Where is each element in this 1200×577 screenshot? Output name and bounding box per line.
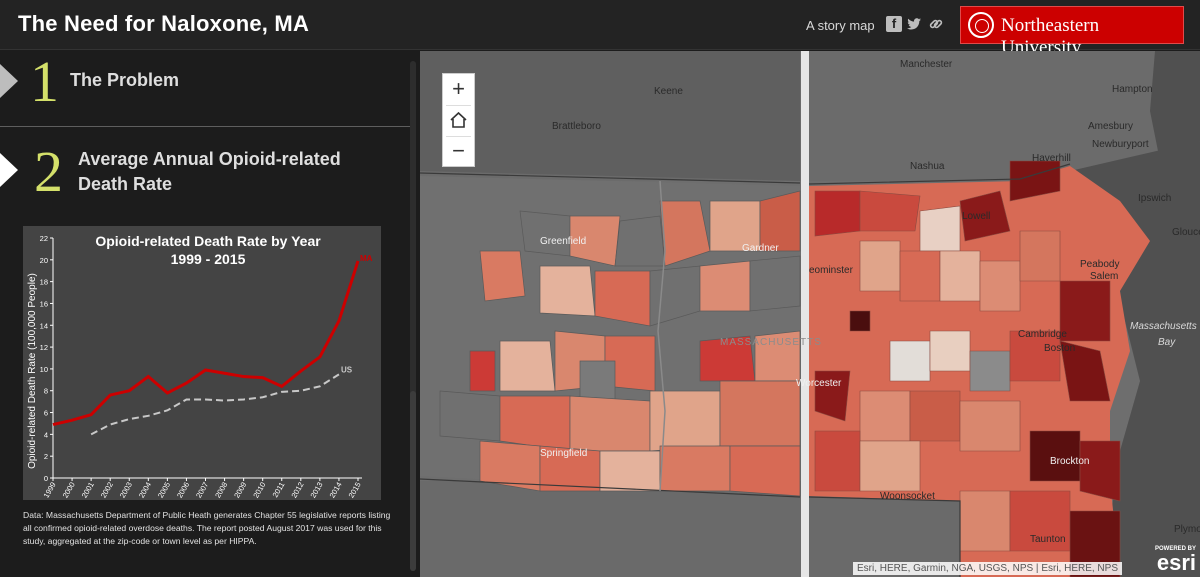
- map-label-worcester: Worcester: [796, 378, 842, 389]
- map-label-peabody: Peabody: [1080, 259, 1120, 270]
- y-tick-label: 18: [40, 278, 48, 287]
- map-label-newburyport: Newburyport: [1092, 139, 1149, 150]
- map-label-ipswich: Ipswich: [1138, 193, 1172, 204]
- x-tick-label: 2004: [137, 481, 153, 500]
- swipe-divider[interactable]: [801, 51, 809, 577]
- x-tick-label: 2006: [175, 481, 191, 500]
- x-tick-label: 2010: [251, 481, 267, 500]
- x-tick-label: 2014: [328, 481, 344, 500]
- map-label-brockton: Brockton: [1050, 456, 1090, 467]
- zoom-out-button[interactable]: −: [452, 138, 465, 163]
- map-canvas[interactable]: [420, 51, 1200, 577]
- death-rate-chart: Opioid-related Death Rate by Year 1999 -…: [23, 226, 381, 500]
- facebook-icon[interactable]: f: [886, 16, 902, 32]
- zoom-control: + −: [442, 73, 475, 167]
- map-label-haverhill: Haverhill: [1032, 153, 1071, 164]
- map-view[interactable]: Manchester Keene Hampton Amesbury Newbur…: [420, 51, 1200, 577]
- section-number: 2: [34, 139, 63, 204]
- map-label-greenfield: Greenfield: [540, 236, 587, 247]
- collapse-arrow-icon: [0, 64, 18, 98]
- university-seal-icon: [968, 12, 994, 38]
- x-tick-label: 2007: [194, 481, 210, 500]
- link-icon[interactable]: [928, 16, 944, 32]
- map-label-nashua: Nashua: [910, 161, 945, 172]
- y-tick-label: 14: [40, 321, 48, 330]
- map-label-brattleboro: Brattleboro: [552, 121, 601, 132]
- y-axis-label: Opioid-related Death Rate (100,000 Peopl…: [27, 273, 38, 469]
- esri-powered-by: POWERED BY: [1154, 546, 1196, 552]
- section-divider: [0, 126, 410, 127]
- series-label-ma: MA: [360, 254, 373, 263]
- x-tick-label: 2009: [232, 481, 248, 500]
- map-label-salem: Salem: [1090, 271, 1119, 282]
- map-label-keene: Keene: [654, 86, 683, 97]
- app-header: The Need for Naloxone, MA A story map f …: [0, 0, 1200, 58]
- home-button[interactable]: [443, 105, 474, 136]
- map-label-cambridge: Cambridge: [1018, 329, 1067, 340]
- expand-arrow-icon: [0, 153, 18, 187]
- section-title: The Problem: [70, 70, 180, 90]
- y-tick-label: 12: [40, 343, 48, 352]
- esri-logo[interactable]: POWERED BY esri: [1154, 546, 1196, 575]
- map-label-bay: Bay: [1158, 337, 1176, 348]
- map-label-boston: Boston: [1044, 343, 1076, 354]
- map-label-springfield: Springfield: [540, 448, 588, 459]
- chart-title: Opioid-related Death Rate by Year: [95, 233, 321, 249]
- series-label-us: US: [341, 365, 353, 374]
- map-label-leominster: eominster: [809, 265, 853, 276]
- chart-svg: Opioid-related Death Rate by Year 1999 -…: [27, 233, 373, 500]
- story-panel: 1 The Problem 2 Average Annual Opioid-re…: [0, 51, 420, 577]
- map-label-amesbury: Amesbury: [1088, 121, 1134, 132]
- story-map-label: A story map: [806, 18, 875, 33]
- section-number: 1: [30, 51, 59, 114]
- map-label-massachusetts-state: MASSACHUSETTS: [720, 337, 822, 348]
- y-tick-label: 6: [44, 409, 48, 418]
- panel-scrollbar[interactable]: [410, 61, 416, 571]
- map-label-massachusetts-bay: Massachusetts: [1130, 321, 1197, 332]
- chart-caption: Data: Massachusetts Department of Public…: [23, 510, 391, 546]
- x-tick-label: 2000: [61, 481, 77, 500]
- x-tick-label: 2005: [156, 481, 172, 500]
- series-line-us: [90, 373, 340, 436]
- x-tick-label: 2011: [271, 481, 287, 499]
- zoom-in-button[interactable]: +: [452, 76, 465, 101]
- home-icon: [450, 111, 467, 128]
- y-tick-label: 20: [40, 256, 48, 265]
- x-tick-label: 2002: [99, 481, 115, 500]
- map-label-plymouth: Plymo: [1174, 524, 1200, 535]
- x-tick-label: 2003: [118, 481, 134, 500]
- y-tick-label: 4: [44, 430, 48, 439]
- x-tick-label: 2013: [308, 481, 324, 500]
- map-label-manchester: Manchester: [900, 59, 953, 70]
- x-tick-label: 2012: [289, 481, 305, 500]
- map-attribution: Esri, HERE, Garmin, NGA, USGS, NPS | Esr…: [853, 562, 1122, 575]
- northeastern-logo[interactable]: Northeastern University: [960, 6, 1184, 58]
- map-label-gardner: Gardner: [742, 243, 779, 254]
- scrollbar-thumb[interactable]: [410, 391, 416, 571]
- y-tick-label: 8: [44, 387, 48, 396]
- y-tick-label: 0: [44, 474, 48, 483]
- x-tick-label: 2001: [80, 481, 96, 500]
- x-tick-label: 2008: [213, 481, 229, 500]
- y-tick-label: 2: [44, 452, 48, 461]
- map-label-lowell: Lowell: [962, 211, 991, 222]
- page-title: The Need for Naloxone, MA: [18, 11, 310, 36]
- chart-subtitle: 1999 - 2015: [171, 251, 246, 267]
- y-tick-label: 22: [40, 234, 48, 243]
- map-label-gloucester: Glouces: [1172, 227, 1200, 238]
- esri-wordmark: esri: [1156, 550, 1196, 575]
- twitter-icon[interactable]: [906, 16, 922, 32]
- map-label-hampton: Hampton: [1112, 84, 1153, 95]
- y-tick-label: 10: [40, 365, 48, 374]
- x-tick-label: 2015: [347, 481, 363, 500]
- section-title-line-2: Death Rate: [78, 174, 173, 194]
- map-label-woonsocket: Woonsocket: [880, 491, 935, 502]
- map-label-taunton: Taunton: [1030, 534, 1066, 545]
- x-tick-label: 1999: [42, 481, 58, 500]
- y-tick-label: 16: [40, 299, 48, 308]
- section-title-line-1: Average Annual Opioid-related: [78, 149, 341, 169]
